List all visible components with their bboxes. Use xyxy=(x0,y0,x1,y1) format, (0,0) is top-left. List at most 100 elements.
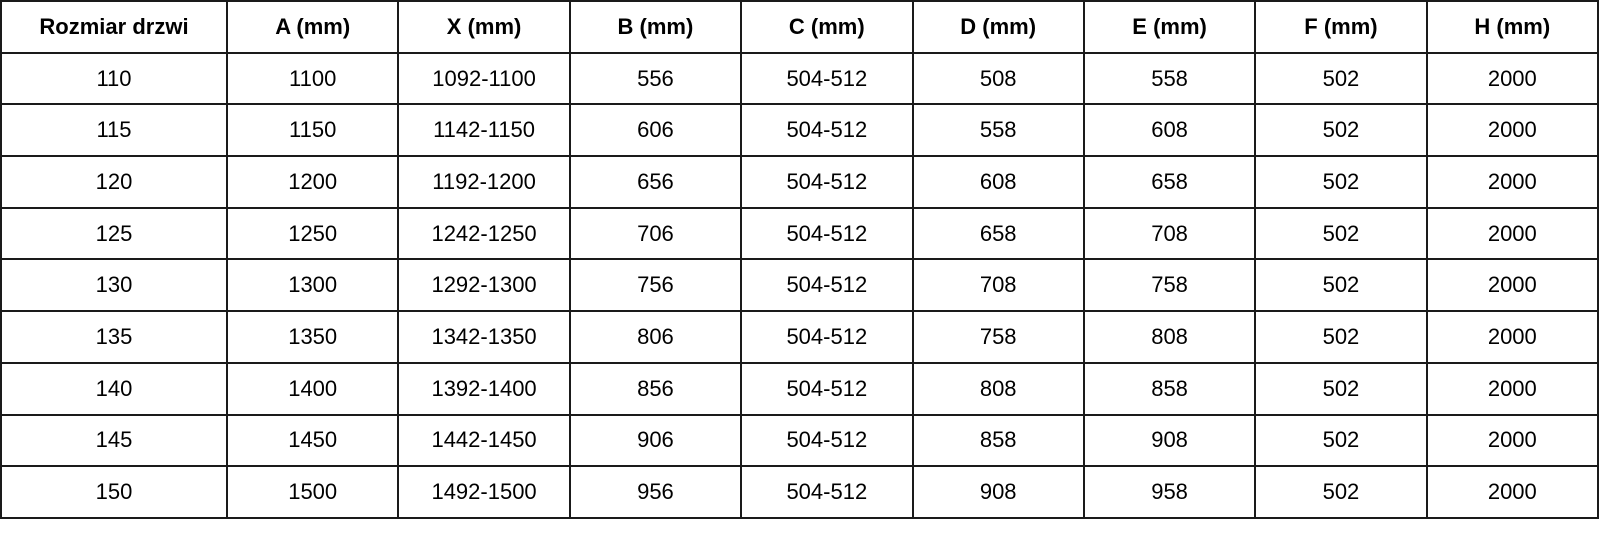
table-row: 120 1200 1192-1200 656 504-512 608 658 502 2000 xyxy=(0,155,1600,209)
column-header: D (mm) xyxy=(911,0,1085,54)
table-cell: 504-512 xyxy=(740,51,914,106)
table-cell: 1100 xyxy=(225,51,400,106)
table-cell: 150 xyxy=(0,465,228,519)
table-cell: 504-512 xyxy=(740,103,914,158)
table-cell: 756 xyxy=(568,258,743,313)
table-cell: 502 xyxy=(1254,155,1428,209)
table-row: 115 1150 1142-1150 606 504-512 558 608 502 2000 xyxy=(0,103,1600,158)
table-cell: 2000 xyxy=(1425,310,1600,364)
table-cell: 502 xyxy=(1254,258,1428,313)
column-header: E (mm) xyxy=(1082,0,1257,54)
column-header: Rozmiar drzwi xyxy=(0,0,228,54)
table-cell: 115 xyxy=(0,103,228,158)
table-cell: 502 xyxy=(1254,413,1428,468)
table-cell: 608 xyxy=(1082,103,1257,158)
table-cell: 606 xyxy=(568,103,743,158)
table-cell: 1442-1450 xyxy=(397,413,571,468)
table-cell: 1350 xyxy=(225,310,400,364)
table-row: 150 1500 1492-1500 956 504-512 908 958 502 2000 xyxy=(0,465,1600,519)
table-cell: 504-512 xyxy=(740,258,914,313)
table-cell: 135 xyxy=(0,310,228,364)
table-cell: 502 xyxy=(1254,206,1428,261)
table-cell: 502 xyxy=(1254,310,1428,364)
table-cell: 504-512 xyxy=(740,310,914,364)
table-cell: 1192-1200 xyxy=(397,155,571,209)
table-cell: 758 xyxy=(1082,258,1257,313)
table-cell: 1150 xyxy=(225,103,400,158)
table-row: 125 1250 1242-1250 706 504-512 658 708 502 2000 xyxy=(0,206,1600,261)
table-cell: 556 xyxy=(568,51,743,106)
table-cell: 502 xyxy=(1254,465,1428,519)
table-cell: 120 xyxy=(0,155,228,209)
table-cell: 708 xyxy=(911,258,1085,313)
table-cell: 1500 xyxy=(225,465,400,519)
table-cell: 2000 xyxy=(1425,465,1600,519)
table-row: 140 1400 1392-1400 856 504-512 808 858 502 2000 xyxy=(0,361,1600,416)
table-row: 145 1450 1442-1450 906 504-512 858 908 502 2000 xyxy=(0,413,1600,468)
table-row: 130 1300 1292-1300 756 504-512 708 758 502 2000 xyxy=(0,258,1600,313)
table-row: 135 1350 1342-1350 806 504-512 758 808 502 2000 xyxy=(0,310,1600,364)
table-cell: 608 xyxy=(911,155,1085,209)
column-header: F (mm) xyxy=(1254,0,1428,54)
table-cell: 140 xyxy=(0,361,228,416)
table-cell: 1242-1250 xyxy=(397,206,571,261)
table-cell: 504-512 xyxy=(740,155,914,209)
table-cell: 1450 xyxy=(225,413,400,468)
table-cell: 1092-1100 xyxy=(397,51,571,106)
table-cell: 658 xyxy=(1082,155,1257,209)
table-cell: 958 xyxy=(1082,465,1257,519)
table-cell: 906 xyxy=(568,413,743,468)
table-cell: 558 xyxy=(911,103,1085,158)
column-header: B (mm) xyxy=(568,0,743,54)
table-cell: 656 xyxy=(568,155,743,209)
column-header: A (mm) xyxy=(225,0,400,54)
table-cell: 2000 xyxy=(1425,413,1600,468)
table-cell: 808 xyxy=(1082,310,1257,364)
table-cell: 504-512 xyxy=(740,465,914,519)
table-cell: 1200 xyxy=(225,155,400,209)
table-cell: 2000 xyxy=(1425,103,1600,158)
table-cell: 2000 xyxy=(1425,155,1600,209)
table-cell: 956 xyxy=(568,465,743,519)
table-cell: 708 xyxy=(1082,206,1257,261)
table-cell: 858 xyxy=(911,413,1085,468)
table-cell: 2000 xyxy=(1425,51,1600,106)
table-cell: 908 xyxy=(1082,413,1257,468)
table-cell: 2000 xyxy=(1425,258,1600,313)
table-cell: 125 xyxy=(0,206,228,261)
column-header: C (mm) xyxy=(740,0,914,54)
table-cell: 808 xyxy=(911,361,1085,416)
table-cell: 502 xyxy=(1254,51,1428,106)
table-cell: 110 xyxy=(0,51,228,106)
table-cell: 1142-1150 xyxy=(397,103,571,158)
table-cell: 502 xyxy=(1254,103,1428,158)
table-cell: 658 xyxy=(911,206,1085,261)
table-cell: 1292-1300 xyxy=(397,258,571,313)
header-row: Rozmiar drzwi A (mm) X (mm) B (mm) C (mm) D (… xyxy=(0,0,1600,54)
table-cell: 2000 xyxy=(1425,361,1600,416)
table-row: 110 1100 1092-1100 556 504-512 508 558 502 2000 xyxy=(0,51,1600,106)
table-cell: 504-512 xyxy=(740,361,914,416)
table-cell: 502 xyxy=(1254,361,1428,416)
table-cell: 504-512 xyxy=(740,206,914,261)
table-cell: 558 xyxy=(1082,51,1257,106)
table-cell: 1250 xyxy=(225,206,400,261)
table-cell: 758 xyxy=(911,310,1085,364)
table-cell: 2000 xyxy=(1425,206,1600,261)
table-cell: 145 xyxy=(0,413,228,468)
table-cell: 856 xyxy=(568,361,743,416)
table-cell: 130 xyxy=(0,258,228,313)
table-cell: 806 xyxy=(568,310,743,364)
table-cell: 908 xyxy=(911,465,1085,519)
column-header: H (mm) xyxy=(1425,0,1600,54)
table-cell: 1400 xyxy=(225,361,400,416)
table-cell: 1300 xyxy=(225,258,400,313)
table-cell: 706 xyxy=(568,206,743,261)
table-cell: 504-512 xyxy=(740,413,914,468)
table-cell: 508 xyxy=(911,51,1085,106)
table-cell: 1392-1400 xyxy=(397,361,571,416)
table-cell: 1492-1500 xyxy=(397,465,571,519)
table-cell: 858 xyxy=(1082,361,1257,416)
table-cell: 1342-1350 xyxy=(397,310,571,364)
column-header: X (mm) xyxy=(397,0,571,54)
